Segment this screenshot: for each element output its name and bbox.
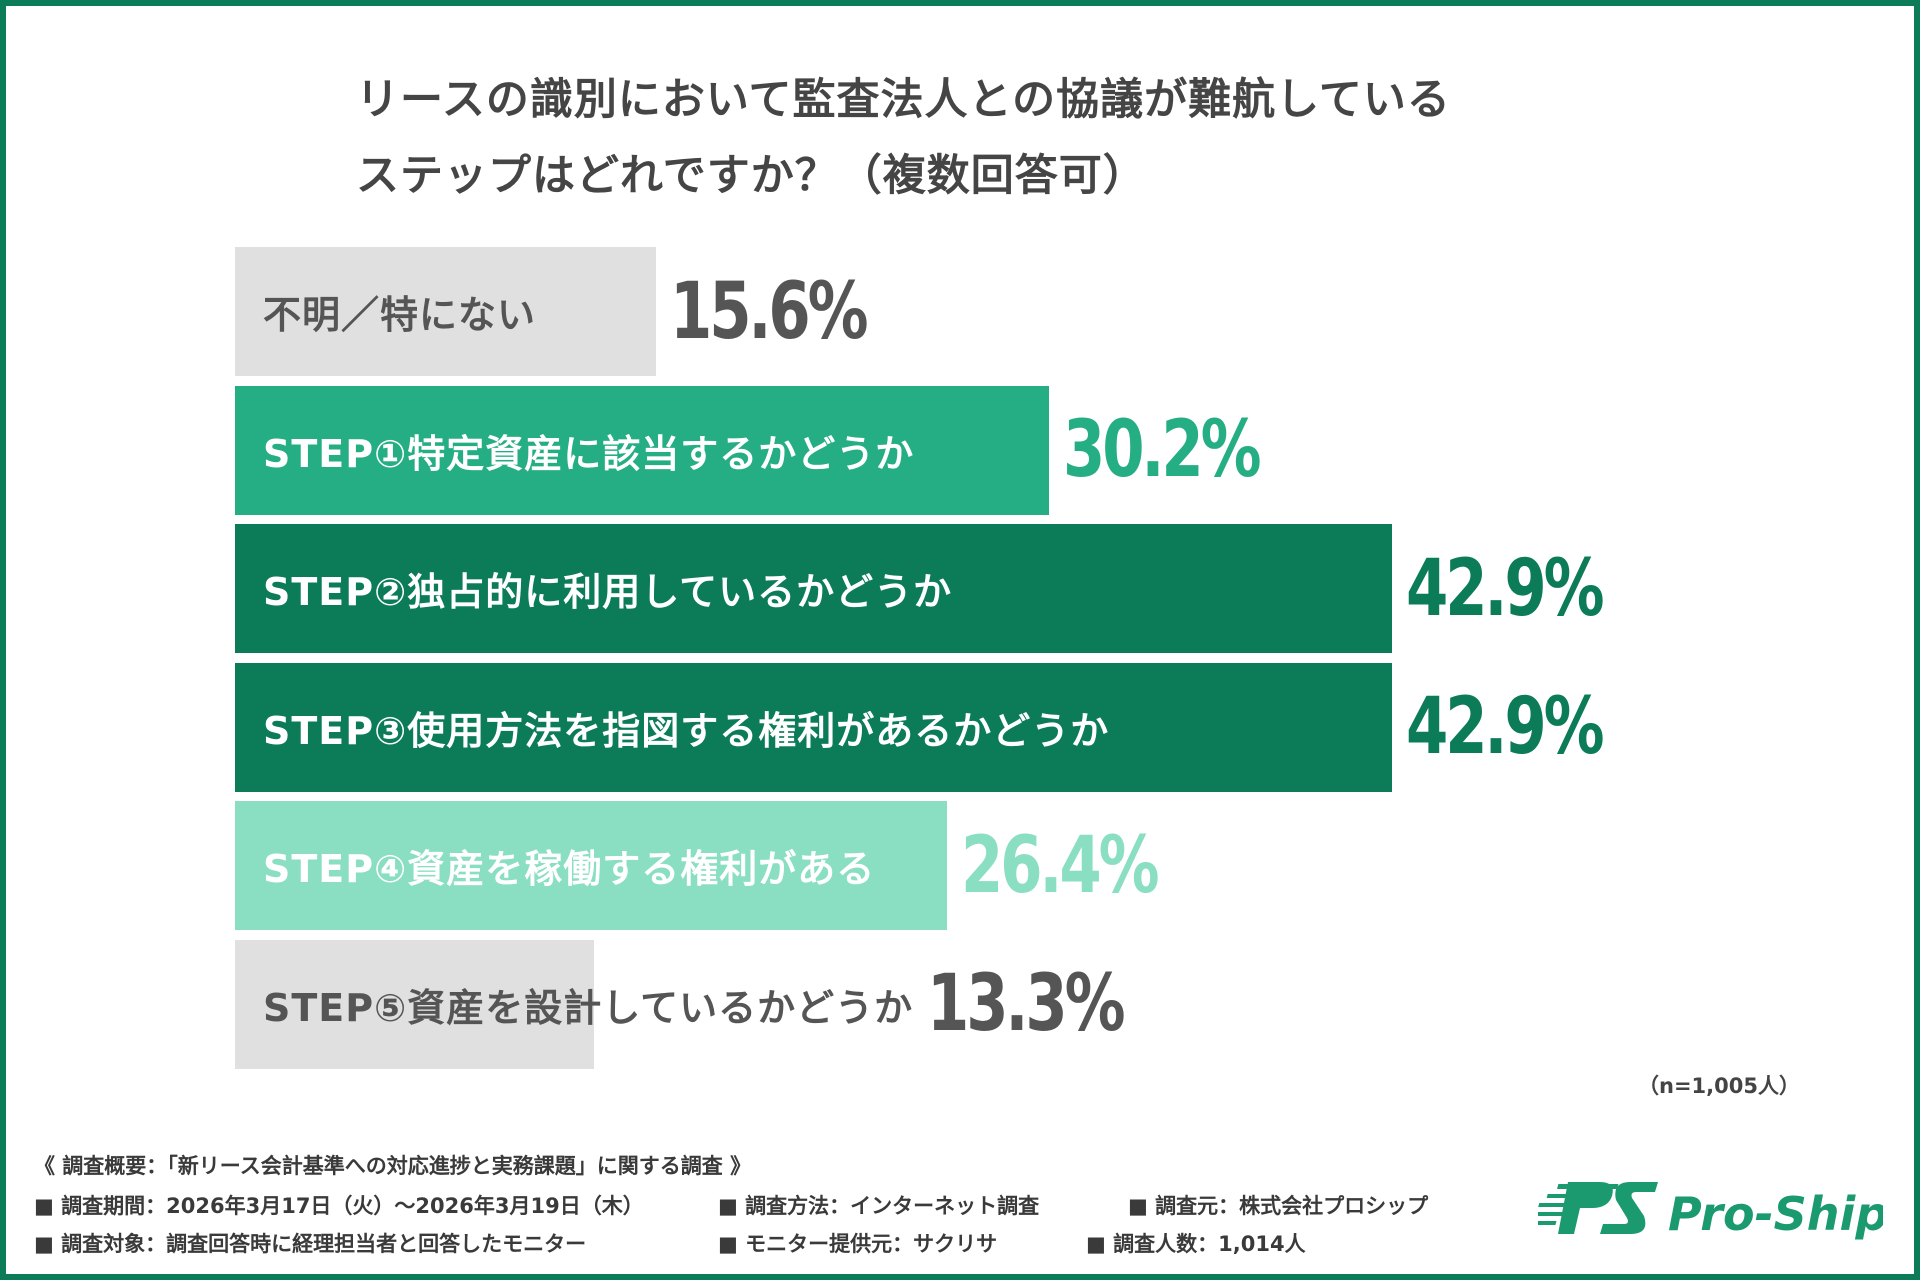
value-label: 42.9%	[1406, 682, 1605, 772]
title-line-2: ステップはどれですか？（複数回答可）	[356, 151, 1147, 201]
category-label: STEP④資産を稼働する権利がある	[263, 847, 876, 891]
category-label: STEP③使用方法を指図する権利があるかどうか	[263, 708, 1110, 753]
category-label: STEP②独占的に利用しているかどうか	[263, 570, 953, 614]
bar	[235, 939, 594, 1069]
survey-target: ■ 調査対象：調査回答時に経理担当者と回答したモニター	[34, 1232, 587, 1256]
survey-period: ■ 調査期間：2026年3月17日（火）～2026年3月19日（木）	[34, 1194, 644, 1218]
bar-row: STEP③使用方法を指図する権利があるかどうか 42.9%	[235, 662, 1657, 792]
value-label: 13.3%	[927, 959, 1126, 1049]
monitor-provider: ■ モニター提供元：サクリサ	[718, 1232, 998, 1256]
survey-heading: 《 調査概要：「新リース会計基準への対応進捗と実務課題」に関する調査 》	[34, 1154, 752, 1178]
pro-ship-logo: Pro-Ship	[1538, 1182, 1883, 1241]
title-line-1: リースの識別において監査法人との協議が難航している	[356, 75, 1451, 125]
bar-row: STEP④資産を稼働する権利がある 26.4%	[235, 801, 1212, 930]
value-label: 30.2%	[1063, 405, 1262, 495]
value-label: 15.6%	[669, 266, 869, 357]
logo-text: Pro-Ship	[1668, 1187, 1883, 1241]
bar	[235, 524, 1392, 653]
survey-source: ■ 調査元：株式会社プロシップ	[1128, 1194, 1429, 1218]
category-label: STEP①特定資産に該当するかどうか	[263, 431, 915, 476]
category-label: STEP⑤資産を設計しているかどうか	[263, 985, 914, 1030]
sample-size-note: （n=1,005人）	[1638, 1074, 1800, 1098]
bar	[235, 385, 1050, 515]
bar	[235, 801, 947, 930]
value-label: 42.9%	[1406, 543, 1605, 634]
bar-row: STEP⑤資産を設計しているかどうか 13.3%	[235, 939, 1178, 1069]
bar-row: STEP②独占的に利用しているかどうか 42.9%	[235, 524, 1657, 653]
bar	[235, 247, 656, 376]
survey-method: ■ 調査方法：インターネット調査	[718, 1194, 1040, 1218]
value-label: 26.4%	[961, 820, 1160, 911]
category-label: 不明／特にない	[263, 293, 537, 337]
chart-title: リースの識別において監査法人との協議が難航している ステップはどれですか？（複数…	[356, 62, 1451, 214]
bar-row: STEP①特定資産に該当するかどうか 30.2%	[235, 385, 1314, 515]
bar	[235, 662, 1392, 792]
survey-count: ■ 調査人数：1,014人	[1086, 1232, 1306, 1256]
bar-row: 不明／特にない 15.6%	[235, 247, 920, 376]
